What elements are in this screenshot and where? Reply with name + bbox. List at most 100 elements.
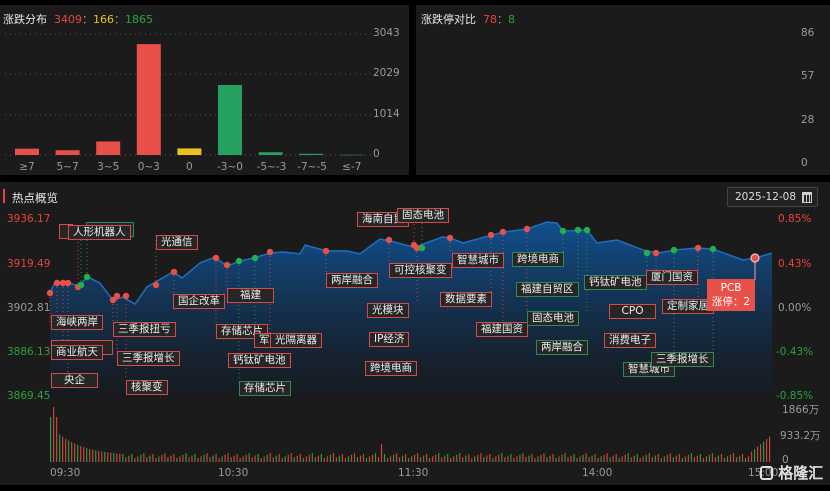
hot-tag[interactable]: 人形机器人 — [68, 225, 131, 240]
hot-tag[interactable]: 智慧城市 — [452, 253, 504, 268]
date-value: 2025-12-08 — [735, 191, 797, 203]
index-axis-label: 3886.13 — [7, 346, 51, 358]
volume-bar — [495, 456, 497, 462]
volume-bar — [642, 456, 644, 462]
hot-tag[interactable]: 可控核聚变 — [389, 263, 452, 278]
volume-bar — [182, 454, 184, 462]
hot-tag[interactable]: 固态电池 — [397, 208, 449, 223]
volume-bar — [708, 454, 711, 462]
hot-tag[interactable]: 固态电池 — [527, 311, 579, 326]
hot-tag[interactable]: 厦门国资 — [646, 270, 698, 285]
index-line — [49, 221, 773, 306]
volume-bar — [621, 456, 623, 462]
volume-bar — [266, 454, 268, 462]
volume-bar — [149, 455, 151, 462]
volume-bar — [516, 456, 518, 462]
volume-bar — [92, 449, 94, 462]
hot-tag[interactable]: 存储芯片 — [239, 381, 291, 396]
volume-bar — [299, 454, 301, 462]
hot-tag[interactable]: 福建国资 — [476, 322, 528, 337]
event-dot — [235, 257, 243, 265]
time-label: 14:00 — [582, 467, 613, 479]
volume-bar — [762, 441, 765, 462]
hot-tag[interactable]: IP经济 — [369, 332, 410, 347]
event-dot — [709, 245, 717, 253]
bar-category-label: 5~7 — [56, 161, 79, 173]
hot-tag[interactable]: 核聚变 — [126, 380, 168, 395]
hot-tag[interactable]: 消费电子 — [604, 333, 656, 348]
volume-bar — [86, 448, 88, 462]
volume-bar — [305, 456, 307, 462]
volume-bar — [362, 454, 365, 462]
hot-tag[interactable]: 跨境电商 — [365, 361, 417, 376]
hot-tag[interactable]: 钙钛矿电池 — [228, 353, 291, 368]
event-dot — [413, 244, 421, 252]
volume-bar — [666, 454, 668, 462]
event-dot — [64, 279, 72, 287]
hot-tag[interactable]: 央企 — [51, 373, 98, 388]
volume-bar — [254, 455, 256, 462]
volume-bar — [696, 455, 698, 462]
hot-tag[interactable]: 光隔离器 — [270, 333, 322, 348]
volume-bar — [350, 454, 353, 462]
hot-tag[interactable]: 跨境电商 — [512, 252, 564, 267]
volume-bar — [347, 456, 350, 462]
volume-bar — [356, 457, 359, 462]
bar-category-label: -3~0 — [217, 161, 243, 173]
bar-category-label: ≥7 — [19, 161, 35, 173]
pct-axis-label: 0.43% — [778, 258, 812, 270]
volume-bar — [68, 440, 70, 462]
volume-bar — [281, 458, 283, 462]
hot-tag[interactable]: 福建 — [227, 288, 274, 303]
volume-bar — [134, 458, 136, 462]
time-label: 11:30 — [398, 467, 429, 479]
volume-bar — [672, 457, 674, 462]
hot-tag[interactable]: 光通信 — [156, 235, 198, 250]
volume-bar — [627, 453, 629, 462]
volume-bar — [711, 453, 714, 462]
logo-text: 格隆汇 — [778, 464, 824, 482]
hot-tag[interactable]: 定制家居 — [662, 299, 714, 314]
volume-bar — [669, 453, 671, 462]
hot-tag[interactable]: 福建自贸区 — [516, 282, 579, 297]
volume-bar — [200, 456, 202, 462]
volume-bar — [651, 457, 653, 462]
hot-tag[interactable]: 三季报扭亏 — [113, 322, 176, 337]
volume-bar — [561, 454, 563, 462]
volume-bar — [600, 456, 602, 462]
volume-bar — [471, 458, 473, 462]
volume-bar — [359, 455, 362, 462]
hot-tag[interactable]: 国企改革 — [173, 294, 225, 309]
hot-tag[interactable]: 数据要素 — [440, 292, 492, 307]
event-dot — [499, 228, 507, 236]
hot-tag[interactable]: CPO — [609, 304, 656, 319]
hot-tag[interactable]: 两岸融合 — [536, 340, 588, 355]
volume-bar — [660, 458, 662, 462]
ratio-y-tick: 0 — [801, 157, 808, 169]
hot-tag[interactable]: 商业航天 — [51, 345, 103, 360]
hot-tag[interactable]: 三季报增长 — [651, 352, 714, 367]
volume-bar — [705, 456, 708, 462]
event-dot — [109, 296, 117, 304]
volume-bar — [465, 455, 467, 462]
volume-bar — [414, 454, 416, 462]
hot-tag[interactable]: 光模块 — [367, 303, 409, 318]
volume-bar — [371, 454, 374, 462]
volume-bar — [681, 458, 683, 462]
hot-tag[interactable]: 两岸融合 — [326, 273, 378, 288]
bar — [177, 148, 202, 155]
hot-tag[interactable]: 三季报增长 — [117, 351, 180, 366]
volume-bar — [131, 454, 133, 462]
date-picker[interactable]: 2025-12-08 — [727, 187, 818, 207]
volume-bar — [59, 434, 61, 462]
bar-category-label: -7~-5 — [297, 161, 327, 173]
volume-bar — [233, 455, 235, 462]
hot-tag[interactable]: 钙钛矿电池 — [584, 275, 647, 290]
volume-bar — [365, 458, 368, 462]
volume-bar — [684, 456, 686, 462]
hot-tag[interactable]: 海峡两岸 — [51, 315, 103, 330]
volume-bar — [251, 457, 253, 462]
volume-bar — [756, 446, 759, 462]
volume-bar — [411, 456, 413, 462]
volume-bar — [501, 453, 503, 462]
